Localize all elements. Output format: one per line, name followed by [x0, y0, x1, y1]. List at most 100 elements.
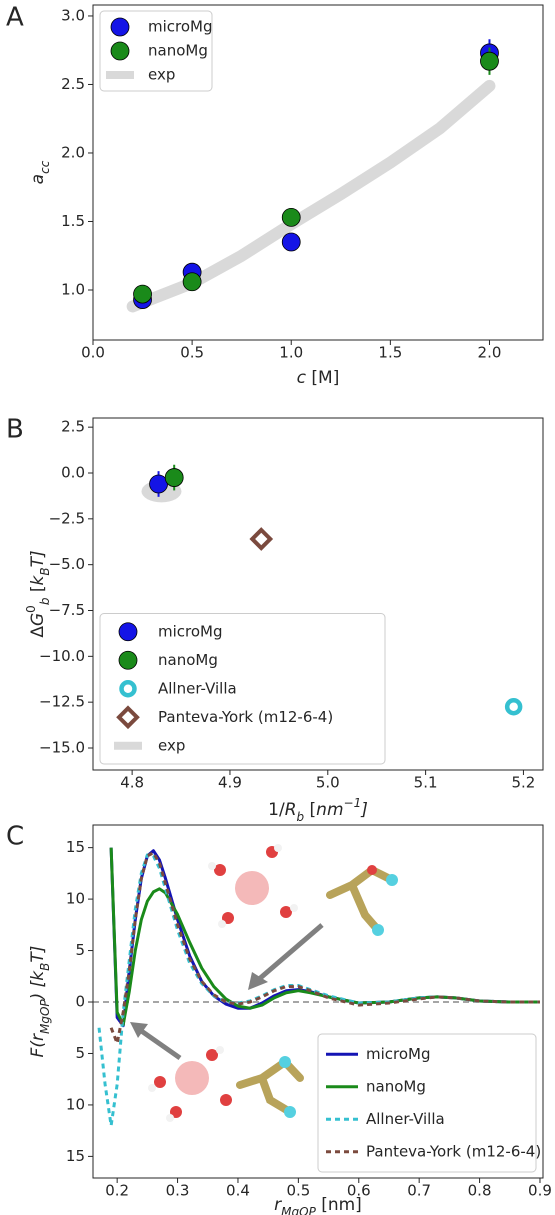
legend-label: nanoMg	[158, 651, 218, 669]
x-tick-label: 5.1	[414, 774, 438, 792]
label-part: b	[297, 810, 305, 824]
label-part: (	[28, 1040, 48, 1048]
label-part: T	[28, 555, 48, 567]
water	[206, 1049, 218, 1061]
arrow	[138, 1027, 182, 1061]
arrow-head	[130, 1022, 148, 1038]
water	[216, 1046, 224, 1054]
label-part: c	[297, 368, 307, 388]
marker	[133, 284, 152, 304]
x-tick-label: 0.3	[166, 1182, 190, 1200]
label-part: cc	[38, 160, 52, 174]
y-tick-label: 10	[66, 1095, 85, 1113]
x-tick-label: 0.5	[180, 344, 204, 362]
curve	[109, 847, 540, 1027]
label-part: G	[28, 613, 48, 626]
x-tick-label: 0.0	[81, 344, 105, 362]
legend-label: Panteva-York (m12-6-4)	[366, 1142, 541, 1160]
label-part: r	[274, 1195, 282, 1215]
legend-label: nanoMg	[148, 42, 208, 60]
water	[280, 906, 292, 918]
label-part: R	[285, 800, 297, 820]
plot-frame	[92, 4, 544, 341]
legend-marker	[110, 41, 130, 61]
water	[154, 1076, 166, 1088]
x-tick-label: 1.5	[378, 344, 402, 362]
plot-area	[126, 39, 499, 313]
label-part: B	[38, 963, 52, 971]
marker	[281, 207, 301, 227]
y-tick-label: 1.0	[61, 280, 85, 298]
legend-label: microMg	[158, 622, 223, 640]
legend-label: Allner-Villa	[158, 679, 237, 697]
legend-label: microMg	[148, 18, 213, 36]
label-part: Δ	[28, 626, 48, 638]
label-part: 0	[24, 605, 38, 613]
y-tick-label: 2.5	[61, 75, 85, 93]
plot-frame	[92, 824, 544, 1179]
legend-marker	[118, 622, 138, 642]
legend-label: Allner-Villa	[366, 1110, 445, 1128]
label-part: F	[28, 1047, 48, 1057]
x-tick-label: 0.6	[347, 1182, 371, 1200]
label-part: [M]	[306, 368, 339, 388]
axis-label: rMgOP [nm]	[274, 1195, 362, 1215]
y-tick-label: −10.0	[39, 647, 85, 665]
y-tick-label: 0	[75, 993, 85, 1011]
marker	[281, 232, 301, 252]
inset-top	[208, 844, 398, 936]
label-part: T	[28, 951, 48, 963]
marker	[182, 272, 202, 292]
phosphate	[326, 865, 396, 934]
x-tick-label: 2.0	[478, 344, 502, 362]
axis-label: 1/Rb [nm−1]	[268, 796, 368, 824]
marker	[504, 698, 523, 716]
methyl	[386, 874, 398, 886]
legend-marker	[119, 680, 137, 698]
label-part: b	[38, 597, 52, 605]
label-part: a	[28, 174, 48, 184]
marker	[164, 468, 184, 487]
label-part: [nm]	[316, 1195, 362, 1215]
water	[148, 1084, 156, 1092]
water	[218, 920, 226, 928]
plot-area	[93, 847, 543, 1128]
x-tick-label: 0.7	[407, 1182, 431, 1200]
water	[170, 1106, 182, 1118]
label-part: 1/	[268, 800, 285, 820]
legend-marker	[116, 705, 140, 730]
label-part: k	[28, 970, 48, 981]
mg-ion	[175, 1061, 209, 1095]
label-part: r	[28, 1033, 48, 1041]
y-tick-label: 3.0	[61, 6, 85, 24]
label-part: ) [	[28, 979, 48, 1001]
x-tick-label: 0.5	[286, 1182, 310, 1200]
phosphate	[236, 1056, 304, 1116]
molecule-insets	[130, 844, 398, 1122]
water	[220, 1094, 232, 1106]
axis-label: F(rMgOP) [kBT]	[28, 946, 52, 1058]
legend-label: exp	[148, 66, 175, 84]
legend-marker	[118, 650, 138, 670]
oxygen	[367, 865, 377, 875]
y-tick-label: −5.0	[49, 555, 85, 573]
label-part: −1	[344, 796, 362, 810]
y-tick-label: 10	[66, 890, 85, 908]
x-tick-label: 0.2	[105, 1182, 129, 1200]
methyl	[279, 1056, 291, 1068]
inset-bottom	[148, 1046, 304, 1122]
arrow-head	[248, 972, 268, 990]
legend-label: nanoMg	[366, 1077, 426, 1095]
y-tick-label: −7.5	[49, 601, 85, 619]
marker	[249, 527, 274, 551]
plot-frame	[92, 417, 544, 771]
x-tick-label: 4.9	[218, 774, 242, 792]
y-tick-label: 1.5	[61, 212, 85, 230]
x-tick-label: 0.8	[468, 1182, 492, 1200]
panel-label: B	[6, 415, 24, 445]
label-part: MgOP	[38, 999, 52, 1034]
label-part: B	[38, 567, 52, 575]
marker	[480, 51, 499, 71]
